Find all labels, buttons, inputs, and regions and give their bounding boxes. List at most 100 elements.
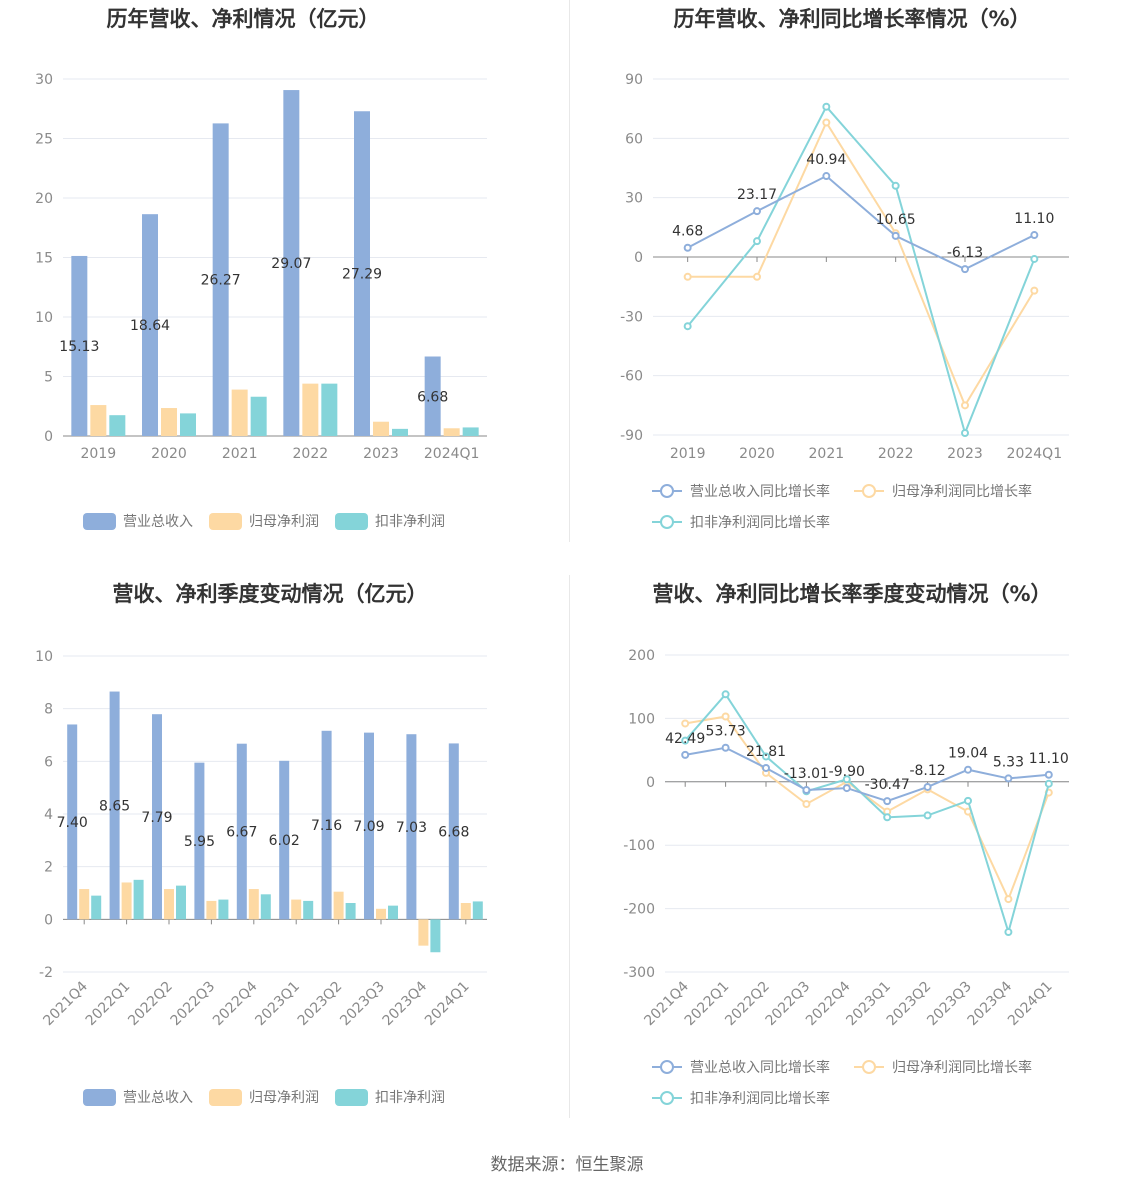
bar-revenue (194, 762, 205, 920)
point-revenue-growth (883, 797, 892, 806)
point-deducted-net-profit-growth (883, 813, 892, 822)
point-data-label: 10.65 (876, 212, 916, 228)
bar-revenue (448, 743, 459, 920)
bar-net-profit (79, 889, 90, 920)
y-tick-label: 90 (625, 72, 643, 88)
point-revenue-growth (683, 243, 692, 252)
legend-swatch (83, 1089, 116, 1106)
bar-deducted-net-profit (430, 919, 441, 953)
legend-swatch-marker (660, 1060, 674, 1074)
legend-swatch-marker (660, 515, 674, 529)
point-data-label: 19.04 (948, 746, 988, 762)
x-tick-label: 2019 (81, 446, 117, 462)
y-tick-label: 2 (44, 860, 53, 876)
legend-label: 营业总收入 (123, 1090, 193, 1106)
bar-revenue (109, 691, 120, 920)
vertical-divider-top (569, 0, 570, 542)
legend-swatch-marker (660, 484, 674, 498)
y-tick-label: 0 (44, 912, 53, 928)
bar-deducted-net-profit (472, 901, 483, 920)
chart-title: 营收、净利同比增长率季度变动情况（%） (652, 582, 1051, 606)
bar-revenue (236, 743, 247, 920)
bar-revenue (142, 214, 158, 436)
legend-label: 归母净利润同比增长率 (892, 483, 1032, 500)
series-line-deducted-net-profit-growth (684, 692, 1050, 936)
y-tick-label: 15 (35, 251, 53, 267)
bar-revenue (71, 255, 88, 436)
point-deducted-net-profit-growth (923, 811, 932, 820)
bar-net-profit (373, 421, 389, 436)
point-revenue-growth (1044, 770, 1053, 779)
bar-data-label: 6.68 (438, 824, 469, 840)
bar-revenue (354, 111, 370, 437)
bar-net-profit (161, 408, 177, 436)
y-tick-label: -100 (623, 838, 655, 854)
bar-net-profit (206, 900, 217, 920)
bar-data-label: 29.07 (271, 256, 311, 272)
x-tick-label: 2023 (363, 446, 399, 462)
y-tick-label: -90 (620, 428, 643, 444)
x-tick-label: 2023Q2 (295, 979, 346, 1030)
point-revenue-growth (1030, 231, 1039, 240)
x-tick-label: 2020 (151, 446, 187, 462)
bar-net-profit (291, 899, 302, 920)
bar-revenue (406, 734, 417, 920)
x-tick-label: 2024Q1 (424, 446, 480, 462)
annual-growth-rate-line-chart: 历年营收、净利同比增长率情况（%） -90 -60 -30 0 30 60 90 4.68 23.… (567, 0, 1134, 545)
point-net-profit-growth (822, 118, 831, 127)
point-data-label: -9.90 (829, 764, 865, 780)
point-deducted-net-profit-growth (721, 690, 730, 699)
y-tick-label: 200 (628, 648, 655, 664)
point-net-profit-growth (683, 272, 692, 281)
bar-net-profit (164, 889, 174, 920)
point-revenue-growth (964, 765, 972, 774)
bar-deducted-net-profit (392, 428, 408, 436)
y-tick-label: 100 (628, 711, 655, 727)
y-tick-label: 5 (44, 370, 53, 386)
x-tick-label: 2020 (739, 446, 775, 462)
point-data-label: 40.94 (806, 152, 846, 168)
bar-data-label: 27.29 (342, 267, 382, 283)
point-net-profit-growth (961, 401, 969, 410)
point-revenue-growth (721, 743, 730, 752)
bar-data-label: 7.79 (141, 810, 172, 826)
x-tick-label: 2021 (222, 446, 258, 462)
x-tick-label: 2021 (809, 446, 845, 462)
bar-net-profit (418, 919, 429, 946)
x-tick-label: 2024Q1 (422, 979, 473, 1030)
legend-label: 扣非净利润 (375, 1090, 445, 1106)
x-tick-label: 2022Q4 (210, 978, 261, 1029)
point-deducted-net-profit-growth (822, 102, 831, 111)
bar-data-label: 7.09 (353, 819, 384, 835)
point-deducted-net-profit-growth (753, 237, 761, 246)
legend-swatch (209, 513, 242, 530)
bar-revenue (283, 90, 300, 436)
bar-net-profit (90, 405, 107, 436)
x-tick-label: 2022Q3 (168, 979, 219, 1030)
bar-net-profit (248, 889, 259, 920)
point-revenue-growth (753, 207, 761, 216)
point-revenue-growth (961, 265, 969, 274)
bar-deducted-net-profit (462, 427, 479, 436)
point-net-profit-growth (1030, 286, 1039, 295)
bar-data-label: 6.67 (226, 825, 257, 841)
point-data-label: 42.49 (665, 731, 705, 747)
bar-data-label: 7.03 (396, 820, 427, 836)
x-tick-label: 2022Q1 (83, 979, 134, 1030)
bar-net-profit (231, 389, 248, 436)
legend-swatch (335, 1089, 368, 1106)
point-deducted-net-profit-growth (964, 796, 972, 805)
quarterly-growth-rate-line-chart: 营收、净利同比增长率季度变动情况（%） -300 -200 -100 0 100 200 42… (567, 575, 1134, 1120)
x-tick-label: 2024Q1 (1007, 446, 1063, 462)
series-line-net-profit-growth (685, 715, 1050, 902)
point-revenue-growth (822, 172, 831, 181)
legend-swatch (209, 1089, 242, 1106)
bar-revenue (152, 714, 162, 920)
bar-net-profit (376, 908, 386, 920)
x-tick-label: 2023Q4 (380, 978, 431, 1029)
chart-title: 历年营收、净利情况（亿元） (107, 7, 380, 31)
bar-revenue (321, 730, 332, 920)
bar-deducted-net-profit (250, 396, 267, 436)
point-data-label: 53.73 (706, 724, 746, 740)
point-revenue-growth (681, 750, 690, 759)
